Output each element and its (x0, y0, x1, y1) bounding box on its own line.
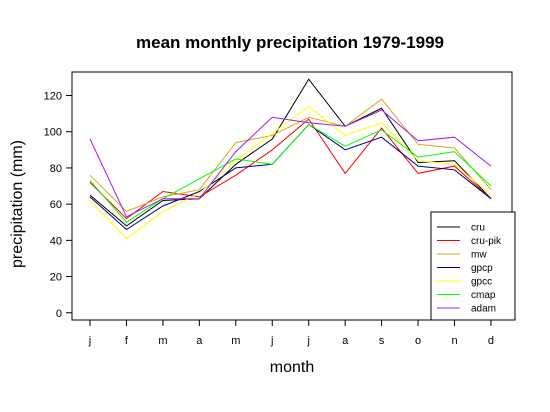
y-tick-label: 100 (44, 127, 62, 139)
x-tick-label: n (451, 335, 457, 347)
legend-label-adam: adam (471, 304, 496, 315)
x-tick-label: m (231, 335, 240, 347)
series-line-adam (89, 109, 492, 218)
x-tick-label: j (270, 335, 273, 347)
legend-label-gpcc: gpcc (471, 277, 492, 288)
x-tick-label: a (196, 335, 203, 347)
x-tick-label: a (342, 335, 349, 347)
y-tick-label: 20 (50, 272, 62, 284)
y-tick-label: 80 (50, 163, 62, 175)
legend-label-cru: cru (471, 223, 485, 234)
legend-label-gpcp: gpcp (471, 263, 493, 274)
y-tick-label: 40 (50, 235, 62, 247)
y-axis: 0 20 40 60 80 100 120 (44, 91, 72, 320)
y-tick-label: 60 (50, 199, 62, 211)
x-tick-label: j (88, 335, 91, 347)
series-lines (89, 78, 492, 240)
x-axis-label: month (270, 359, 314, 376)
series-line-cru (89, 78, 492, 227)
x-tick-label: o (415, 335, 421, 347)
x-tick-label: s (379, 335, 385, 347)
legend: cru cru-pik mw gpcp gpcc cmap adam (430, 211, 516, 321)
plot-frame (71, 71, 513, 321)
x-tick-label: j (306, 335, 309, 347)
x-tick-label: d (488, 335, 494, 347)
series-line-cru-pik (89, 118, 492, 220)
legend-label-cmap: cmap (471, 290, 496, 301)
y-tick-label: 120 (44, 91, 62, 103)
x-tick-label: f (125, 335, 129, 347)
legend-label-mw: mw (471, 250, 487, 261)
y-tick-label: 0 (56, 308, 62, 320)
y-axis-label: precipitation (mm) (9, 140, 26, 268)
series-line-cmap (89, 123, 492, 223)
legend-label-cru-pik: cru-pik (471, 236, 502, 247)
chart-title: mean monthly precipitation 1979-1999 (136, 33, 444, 52)
legend-box (430, 211, 516, 321)
x-tick-label: m (158, 335, 167, 347)
series-line-mw (89, 98, 492, 212)
